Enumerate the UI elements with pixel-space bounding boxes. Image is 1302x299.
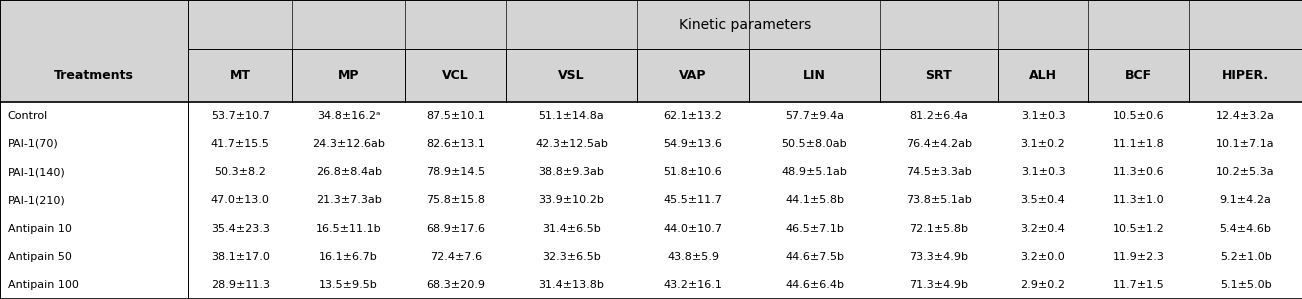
Bar	[0, 158, 1302, 186]
Text: 53.7±10.7: 53.7±10.7	[211, 111, 270, 121]
Text: 5.2±1.0b: 5.2±1.0b	[1220, 252, 1272, 262]
Text: 11.1±1.8: 11.1±1.8	[1113, 139, 1164, 149]
Text: VCL: VCL	[443, 69, 469, 82]
Text: 47.0±13.0: 47.0±13.0	[211, 195, 270, 205]
Text: Antipain 100: Antipain 100	[8, 280, 78, 290]
Text: 51.8±10.6: 51.8±10.6	[664, 167, 723, 177]
Text: 13.5±9.5b: 13.5±9.5b	[319, 280, 378, 290]
Text: 35.4±23.3: 35.4±23.3	[211, 224, 270, 234]
Text: VAP: VAP	[680, 69, 707, 82]
Text: 44.6±6.4b: 44.6±6.4b	[785, 280, 844, 290]
Text: Antipain 50: Antipain 50	[8, 252, 72, 262]
Bar	[0, 49, 1302, 102]
Text: 73.3±4.9b: 73.3±4.9b	[909, 252, 969, 262]
Text: PAI-1(210): PAI-1(210)	[8, 195, 65, 205]
Text: 43.2±16.1: 43.2±16.1	[664, 280, 723, 290]
Text: 48.9±5.1ab: 48.9±5.1ab	[781, 167, 848, 177]
Text: 72.1±5.8b: 72.1±5.8b	[909, 224, 969, 234]
Text: 71.3±4.9b: 71.3±4.9b	[909, 280, 969, 290]
Bar	[0, 186, 1302, 214]
Text: 68.3±20.9: 68.3±20.9	[426, 280, 486, 290]
Text: 87.5±10.1: 87.5±10.1	[426, 111, 486, 121]
Text: 76.4±4.2ab: 76.4±4.2ab	[906, 139, 971, 149]
Text: 81.2±6.4a: 81.2±6.4a	[910, 111, 969, 121]
Text: 72.4±7.6: 72.4±7.6	[430, 252, 482, 262]
Text: 3.1±0.3: 3.1±0.3	[1021, 111, 1065, 121]
Text: 3.5±0.4: 3.5±0.4	[1021, 195, 1065, 205]
Text: LIN: LIN	[803, 69, 825, 82]
Text: 38.1±17.0: 38.1±17.0	[211, 252, 270, 262]
Text: 11.9±2.3: 11.9±2.3	[1113, 252, 1164, 262]
Text: 44.6±7.5b: 44.6±7.5b	[785, 252, 844, 262]
Text: 21.3±7.3ab: 21.3±7.3ab	[316, 195, 381, 205]
Text: BCF: BCF	[1125, 69, 1152, 82]
Text: 43.8±5.9: 43.8±5.9	[667, 252, 719, 262]
Text: 11.3±1.0: 11.3±1.0	[1113, 195, 1164, 205]
Text: 78.9±14.5: 78.9±14.5	[426, 167, 486, 177]
Text: 46.5±7.1b: 46.5±7.1b	[785, 224, 844, 234]
Text: ALH: ALH	[1029, 69, 1057, 82]
Text: 45.5±11.7: 45.5±11.7	[664, 195, 723, 205]
Text: 34.8±16.2ᵃ: 34.8±16.2ᵃ	[316, 111, 380, 121]
Text: 62.1±13.2: 62.1±13.2	[664, 111, 723, 121]
Text: 68.9±17.6: 68.9±17.6	[426, 224, 486, 234]
Text: 10.5±0.6: 10.5±0.6	[1113, 111, 1164, 121]
Text: 5.4±4.6b: 5.4±4.6b	[1220, 224, 1272, 234]
Bar	[0, 214, 1302, 242]
Text: Kinetic parameters: Kinetic parameters	[678, 18, 811, 32]
Text: 26.8±8.4ab: 26.8±8.4ab	[315, 167, 381, 177]
Text: 54.9±13.6: 54.9±13.6	[664, 139, 723, 149]
Text: 73.8±5.1ab: 73.8±5.1ab	[906, 195, 971, 205]
Text: 3.1±0.3: 3.1±0.3	[1021, 167, 1065, 177]
Text: Control: Control	[8, 111, 48, 121]
Text: 16.5±11.1b: 16.5±11.1b	[316, 224, 381, 234]
Text: 31.4±6.5b: 31.4±6.5b	[542, 224, 600, 234]
Text: PAI-1(70): PAI-1(70)	[8, 139, 59, 149]
Text: 75.8±15.8: 75.8±15.8	[426, 195, 486, 205]
Bar	[0, 130, 1302, 158]
Text: 82.6±13.1: 82.6±13.1	[426, 139, 486, 149]
Text: 74.5±3.3ab: 74.5±3.3ab	[906, 167, 971, 177]
Text: 32.3±6.5b: 32.3±6.5b	[542, 252, 600, 262]
Text: SRT: SRT	[926, 69, 952, 82]
Text: 2.9±0.2: 2.9±0.2	[1021, 280, 1065, 290]
Text: Antipain 10: Antipain 10	[8, 224, 72, 234]
Text: 44.0±10.7: 44.0±10.7	[664, 224, 723, 234]
Text: 12.4±3.2a: 12.4±3.2a	[1216, 111, 1275, 121]
Text: 57.7±9.4a: 57.7±9.4a	[785, 111, 844, 121]
Text: 11.3±0.6: 11.3±0.6	[1113, 167, 1164, 177]
Text: 10.1±7.1a: 10.1±7.1a	[1216, 139, 1275, 149]
Bar	[0, 271, 1302, 299]
Text: Treatments: Treatments	[55, 69, 134, 82]
Text: 44.1±5.8b: 44.1±5.8b	[785, 195, 844, 205]
Text: 11.7±1.5: 11.7±1.5	[1113, 280, 1164, 290]
Text: MT: MT	[229, 69, 251, 82]
Text: PAI-1(140): PAI-1(140)	[8, 167, 65, 177]
Bar	[187, 0, 1302, 49]
Text: 50.3±8.2: 50.3±8.2	[215, 167, 266, 177]
Text: 41.7±15.5: 41.7±15.5	[211, 139, 270, 149]
Text: 24.3±12.6ab: 24.3±12.6ab	[312, 139, 385, 149]
Text: 38.8±9.3ab: 38.8±9.3ab	[539, 167, 604, 177]
Text: MP: MP	[339, 69, 359, 82]
Text: 9.1±4.2a: 9.1±4.2a	[1220, 195, 1272, 205]
Text: 50.5±8.0ab: 50.5±8.0ab	[781, 139, 848, 149]
Text: 16.1±6.7b: 16.1±6.7b	[319, 252, 378, 262]
Text: VSL: VSL	[559, 69, 585, 82]
Text: 28.9±11.3: 28.9±11.3	[211, 280, 270, 290]
Text: 51.1±14.8a: 51.1±14.8a	[539, 111, 604, 121]
Bar	[0, 102, 1302, 130]
Text: 31.4±13.8b: 31.4±13.8b	[539, 280, 604, 290]
Bar	[0, 242, 1302, 271]
Text: 10.2±5.3a: 10.2±5.3a	[1216, 167, 1275, 177]
Text: 33.9±10.2b: 33.9±10.2b	[539, 195, 604, 205]
Text: 3.2±0.0: 3.2±0.0	[1021, 252, 1065, 262]
Text: 10.5±1.2: 10.5±1.2	[1113, 224, 1164, 234]
Text: 3.1±0.2: 3.1±0.2	[1021, 139, 1065, 149]
Text: HIPER.: HIPER.	[1223, 69, 1269, 82]
Text: 42.3±12.5ab: 42.3±12.5ab	[535, 139, 608, 149]
Text: 3.2±0.4: 3.2±0.4	[1021, 224, 1065, 234]
Text: 5.1±5.0b: 5.1±5.0b	[1220, 280, 1271, 290]
